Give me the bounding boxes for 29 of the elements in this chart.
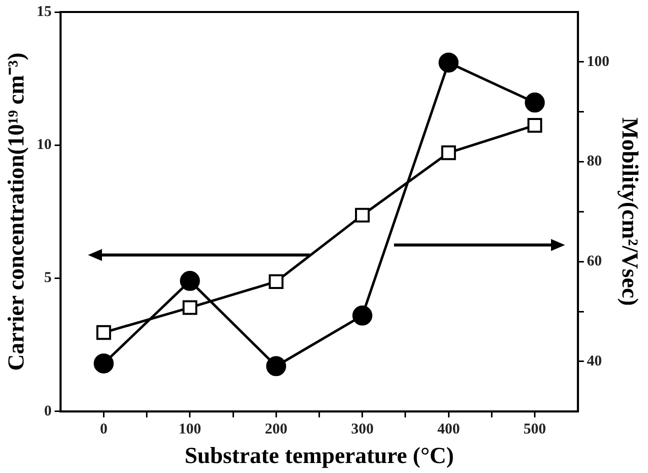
y-tick-label: 0 [44, 403, 52, 420]
x-tick-label: 500 [524, 421, 546, 438]
x-tick-label: 100 [178, 421, 202, 438]
point [352, 306, 372, 326]
point [180, 270, 200, 291]
y2-tick-label: 60 [586, 254, 602, 270]
x-tick-label: 0 [100, 421, 108, 438]
y2-tick-label: 100 [586, 54, 610, 70]
x-tick-label: 300 [351, 421, 374, 438]
point [268, 274, 284, 289]
point [182, 300, 198, 315]
point [266, 356, 286, 376]
point [94, 353, 114, 374]
y-axis-title: Carrier concentration(10¹⁹ cm⁻³) [4, 52, 29, 371]
y-tick-label: 15 [36, 4, 52, 20]
x-axis-title: Substrate temperature (°C) [184, 443, 454, 468]
y-tick-label: 10 [36, 137, 52, 154]
y2-axis-title: Mobility(cm²/Vsec) [617, 118, 642, 306]
point [524, 92, 545, 113]
y2-tick-label: 80 [586, 154, 602, 170]
x-tick-label: 200 [264, 421, 288, 438]
point [354, 208, 370, 223]
point [441, 145, 456, 160]
x-tick-label: 400 [437, 421, 460, 438]
y-tick-label: 5 [44, 270, 52, 286]
y2-tick-label: 40 [586, 353, 602, 370]
point [96, 325, 112, 340]
point [527, 118, 542, 133]
point [438, 52, 459, 73]
